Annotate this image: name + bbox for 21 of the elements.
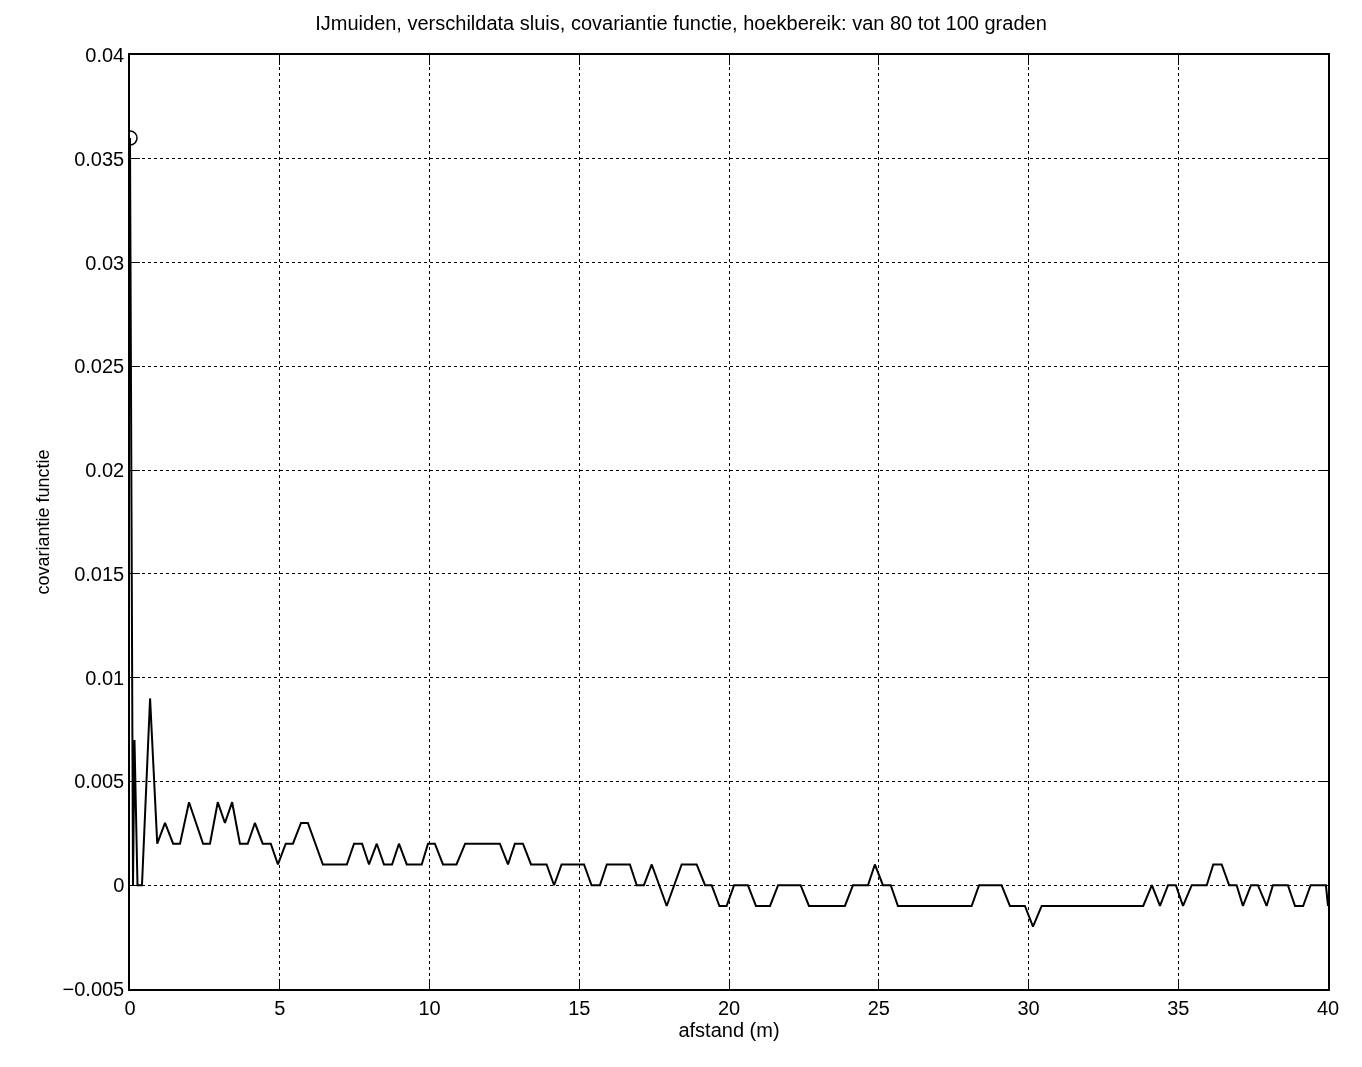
y-tick-label: 0.035 bbox=[74, 147, 125, 170]
y-tick-label: 0.01 bbox=[85, 666, 125, 689]
chart-title: IJmuiden, verschildata sluis, covariantie functie, hoekbereik: van 80 tot 100 graden bbox=[315, 12, 1047, 34]
x-tick-label: 25 bbox=[867, 996, 890, 1019]
x-axis-title: afstand (m) bbox=[678, 1018, 780, 1041]
y-tick-label: −0.005 bbox=[62, 978, 125, 1000]
y-tick-label: 0.005 bbox=[74, 770, 125, 793]
x-tick-label: 35 bbox=[1167, 996, 1190, 1019]
y-tick-label: 0.02 bbox=[85, 459, 125, 482]
x-tick-label: 40 bbox=[1316, 996, 1340, 1019]
x-tick-label: 5 bbox=[274, 996, 286, 1019]
y-tick-label: 0.015 bbox=[74, 562, 125, 585]
x-tick-label: 10 bbox=[418, 996, 441, 1019]
y-tick-label: 0 bbox=[113, 874, 125, 897]
x-tick-label: 15 bbox=[568, 996, 591, 1019]
y-tick-label: 0.025 bbox=[74, 355, 125, 378]
y-axis-title: covariantie functie bbox=[33, 449, 54, 595]
y-tick-label: 0.04 bbox=[85, 44, 125, 66]
y-tick-label: 0.03 bbox=[85, 251, 125, 274]
x-tick-label: 30 bbox=[1017, 996, 1040, 1019]
x-tick-label: 20 bbox=[717, 996, 741, 1019]
